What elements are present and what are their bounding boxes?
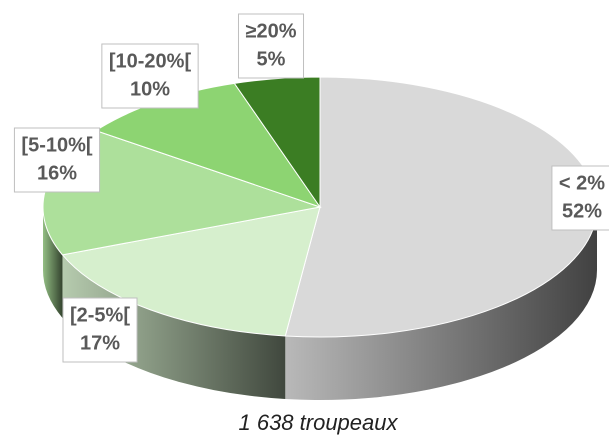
label-value: 52%	[562, 200, 602, 222]
slice-side-shade	[62, 254, 286, 399]
data-label: [5-10%[ 16%	[13, 127, 101, 193]
label-box	[13, 127, 101, 193]
label-value: 5%	[257, 48, 286, 70]
label-category: ≥20%	[245, 20, 296, 42]
slice	[61, 206, 321, 337]
data-label: ≥20% 5%	[237, 13, 305, 79]
pie-sides	[43, 207, 597, 400]
label-box	[237, 13, 305, 79]
label-box	[62, 297, 138, 363]
label-category: < 2%	[559, 172, 605, 194]
label-value: 17%	[80, 332, 120, 354]
label-box	[551, 165, 609, 231]
label-category: [2-5%[	[70, 304, 130, 326]
label-category: [5-10%[	[21, 134, 92, 156]
slice-side-shade	[43, 207, 63, 318]
data-label: < 2% 52%	[551, 165, 609, 231]
data-label: [2-5%[ 17%	[62, 297, 138, 363]
labels: < 2% 52% [2-5%[ 17% [5-10%[ 16% [10-20%[ 10% ≥20…	[13, 13, 609, 363]
data-label: [10-20%[ 10%	[101, 43, 199, 109]
slice-side-shade	[285, 207, 597, 400]
label-category: [10-20%[	[109, 50, 192, 72]
label-value: 16%	[37, 162, 77, 184]
chart-caption: 1 638 troupeaux	[238, 410, 398, 435]
slice	[233, 76, 321, 209]
label-value: 10%	[130, 78, 170, 100]
pie-tops	[42, 76, 598, 338]
label-box	[101, 43, 199, 109]
